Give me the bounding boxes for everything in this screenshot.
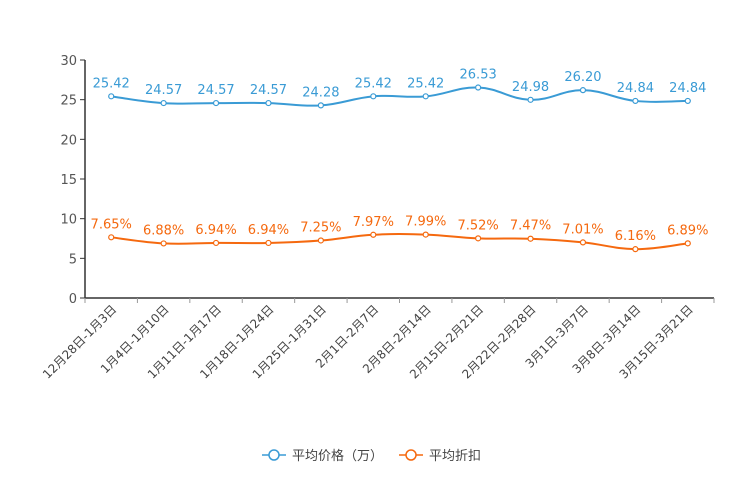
- data-point: [527, 235, 534, 242]
- data-label: 6.16%: [615, 229, 656, 244]
- data-label: 24.84: [669, 81, 706, 96]
- data-label: 7.01%: [562, 222, 603, 237]
- data-point: [265, 99, 272, 107]
- y-tick-label: 20: [60, 133, 77, 148]
- data-point: [475, 235, 482, 242]
- data-point: [108, 93, 115, 100]
- y-tick-label: 5: [69, 252, 77, 267]
- data-point: [212, 239, 220, 247]
- data-point: [632, 97, 639, 105]
- data-label: 26.53: [460, 68, 497, 83]
- data-label: 6.94%: [248, 223, 289, 238]
- data-label: 25.42: [93, 76, 130, 91]
- data-point: [527, 96, 534, 103]
- data-point: [684, 97, 691, 105]
- data-point: [579, 239, 587, 246]
- y-tick-label: 10: [60, 213, 77, 228]
- data-label: 24.57: [145, 83, 182, 98]
- data-label: 7.25%: [300, 220, 341, 235]
- data-label: 24.57: [197, 83, 234, 98]
- data-label: 6.89%: [667, 223, 708, 238]
- data-point: [684, 240, 691, 247]
- data-label: 24.98: [512, 80, 549, 95]
- data-label: 6.88%: [143, 223, 184, 238]
- data-label: 7.97%: [353, 215, 394, 230]
- data-label: 24.57: [250, 83, 287, 98]
- y-tick-label: 30: [60, 54, 77, 69]
- data-label: 7.52%: [457, 218, 498, 233]
- data-point: [212, 99, 220, 107]
- data-label: 24.84: [617, 81, 654, 96]
- y-tick-label: 25: [60, 94, 77, 109]
- data-label: 7.65%: [91, 217, 132, 232]
- data-point: [422, 93, 429, 100]
- series-line-1: [111, 232, 688, 251]
- data-label: 7.47%: [510, 219, 551, 234]
- data-point: [370, 93, 377, 100]
- data-label: 6.94%: [195, 223, 236, 238]
- legend-marker-icon: [268, 449, 280, 461]
- data-point: [265, 239, 272, 247]
- data-point: [475, 84, 482, 91]
- data-point: [160, 99, 167, 107]
- y-tick-label: 15: [60, 173, 77, 188]
- data-point: [370, 231, 377, 238]
- data-label: 25.42: [355, 76, 392, 91]
- data-point: [160, 240, 167, 247]
- series-line-0: [111, 86, 688, 107]
- data-label: 25.42: [407, 76, 444, 91]
- data-point: [317, 237, 324, 244]
- data-label: 26.20: [564, 70, 601, 85]
- data-point: [317, 102, 324, 109]
- legend-item-0: 平均价格（万）: [292, 448, 383, 464]
- data-point: [632, 246, 639, 253]
- legend-item-1: 平均折扣: [429, 449, 481, 464]
- data-label: 7.99%: [405, 215, 446, 230]
- data-label: 24.28: [302, 85, 339, 100]
- y-tick-label: 0: [69, 292, 77, 307]
- legend-marker-icon: [405, 449, 417, 461]
- data-point: [579, 87, 587, 94]
- data-point: [108, 234, 115, 241]
- data-point: [422, 231, 429, 238]
